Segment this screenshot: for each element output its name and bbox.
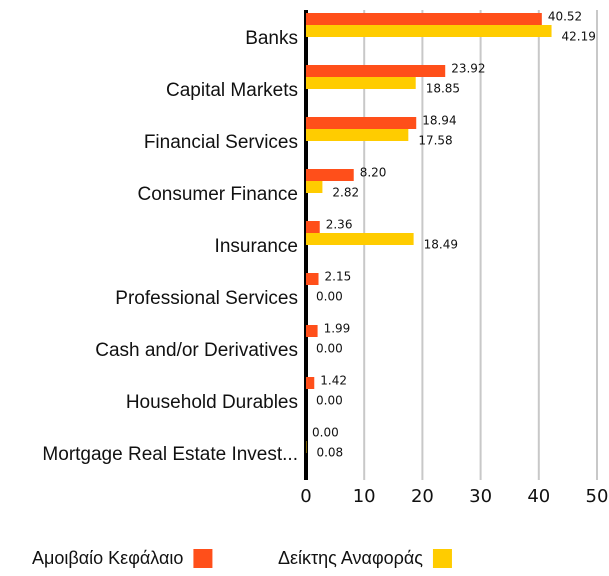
bar — [306, 221, 320, 233]
bar — [306, 181, 323, 193]
category-label: Insurance — [215, 236, 298, 257]
bar — [306, 377, 315, 389]
x-tick-label: 50 — [586, 486, 609, 507]
value-label: 40.52 — [548, 10, 582, 24]
bar — [306, 169, 354, 181]
x-tick-label: 40 — [527, 486, 550, 507]
x-tick-label: 0 — [300, 486, 311, 507]
bar — [306, 129, 409, 141]
category-label: Household Durables — [126, 392, 298, 413]
value-label: 42.19 — [562, 30, 596, 44]
value-label: 17.58 — [418, 134, 452, 148]
value-label: 18.85 — [426, 82, 460, 96]
legend-label: Αμοιβαίο Κεφάλαιο — [32, 548, 183, 568]
value-label: 8.20 — [360, 166, 387, 180]
value-label: 2.82 — [332, 186, 359, 200]
category-label: Banks — [245, 28, 298, 49]
category-label: Professional Services — [115, 288, 298, 309]
bar — [306, 273, 319, 285]
value-label: 0.00 — [316, 394, 343, 408]
value-label: 0.00 — [316, 290, 343, 304]
legend-label: Δείκτης Αναφοράς — [278, 548, 423, 568]
bar — [306, 13, 542, 25]
x-tick-label: 10 — [353, 486, 376, 507]
x-tick-label: 20 — [411, 486, 434, 507]
category-label: Financial Services — [144, 132, 298, 153]
value-label: 0.00 — [312, 426, 339, 440]
value-label: 0.08 — [316, 446, 343, 460]
bar — [306, 77, 416, 89]
category-label: Mortgage Real Estate Invest... — [42, 444, 298, 465]
category-label: Capital Markets — [166, 80, 298, 101]
bar — [306, 325, 318, 337]
value-label: 0.00 — [316, 342, 343, 356]
value-label: 23.92 — [451, 62, 485, 76]
category-label: Consumer Finance — [137, 184, 298, 205]
bar — [306, 65, 446, 77]
legend-swatch — [432, 549, 452, 568]
value-label: 2.15 — [325, 270, 352, 284]
x-tick-label: 30 — [469, 486, 492, 507]
category-label: Cash and/or Derivatives — [95, 340, 298, 361]
value-label: 18.94 — [422, 114, 456, 128]
legend-swatch — [193, 549, 213, 568]
bar — [306, 25, 552, 37]
value-label: 2.36 — [326, 218, 353, 232]
value-label: 18.49 — [424, 238, 458, 252]
bar — [306, 117, 417, 129]
value-label: 1.42 — [320, 374, 347, 388]
bar — [306, 233, 414, 245]
value-label: 1.99 — [324, 322, 351, 336]
